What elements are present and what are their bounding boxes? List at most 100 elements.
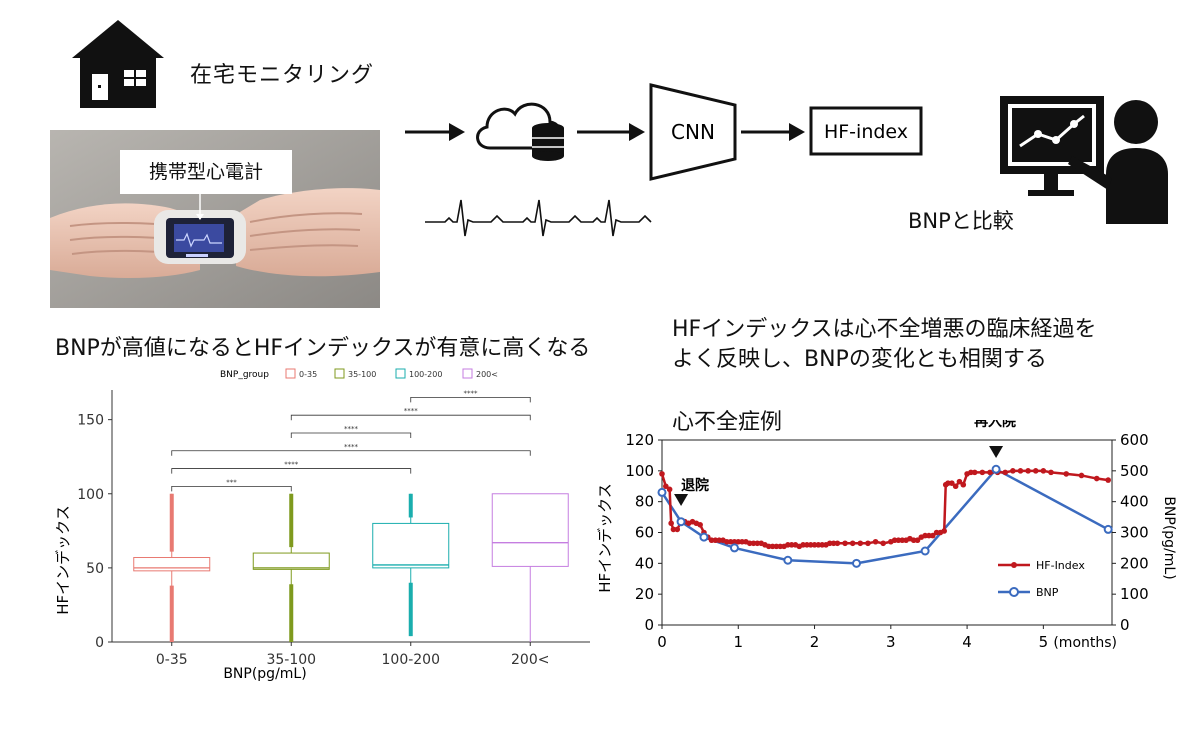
bnp-point [676, 517, 686, 527]
boxplot-y-tick-label: 100 [77, 487, 104, 503]
line-left-tick-label: 40 [635, 554, 654, 572]
line-right-tick-label: 600 [1120, 431, 1149, 449]
device-callout: 携帯型心電計 [120, 150, 292, 194]
line-left-tick-label: 60 [635, 524, 654, 542]
hf-index-point [971, 469, 978, 476]
hf-index-block [809, 106, 923, 156]
hf-bnp-timecourse-chart: 0 20 40 60 80 100 120 0 100 200 300 400 500 600 0 1 2 3 4 5… [596, 420, 1177, 651]
discharge-annotation: 退院 [681, 477, 709, 494]
line-x-tick-label: 2 [810, 633, 820, 651]
legend-swatch [462, 368, 473, 379]
legend-title: BNP_group [220, 370, 269, 380]
line-x-tick-label: 3 [886, 633, 896, 651]
boxplot-y-tick-label: 150 [77, 413, 104, 429]
significance-label: **** [344, 425, 359, 433]
house-icon [72, 20, 164, 108]
line-x-tick-label: 0 [657, 633, 667, 651]
hf-index-point [834, 540, 841, 547]
hf-index-point [1002, 469, 1009, 476]
boxplot-box [252, 552, 330, 570]
significance-label: **** [464, 389, 479, 397]
boxplot-box [491, 493, 569, 567]
hf-index-point [865, 540, 871, 547]
significance-bracket [410, 397, 531, 403]
boxplot-y-axis-label: HFインデックス [54, 505, 72, 614]
hf-index-point [952, 483, 959, 490]
legend-bnp-label: BNP [1036, 586, 1059, 599]
significance-bracket [171, 485, 292, 492]
hf-index-point [663, 483, 669, 490]
hf-index-point [1105, 477, 1111, 483]
hf-index-point [857, 540, 864, 547]
hf-index-point [941, 528, 948, 534]
doctor-monitor-icon [1000, 96, 1168, 224]
arrow-icon [577, 123, 645, 141]
bnp-line [660, 467, 1109, 565]
hf-index-point [880, 540, 886, 547]
line-right-tick-label: 500 [1120, 462, 1149, 480]
significance-label: *** [226, 478, 237, 486]
line-right-tick-label: 0 [1120, 616, 1130, 634]
hf-index-point [842, 540, 848, 547]
bnp-point [729, 543, 739, 553]
hf-index-point [849, 540, 856, 547]
significance-label: **** [344, 443, 359, 451]
significance-bracket [290, 432, 412, 438]
discharge-marker-icon [674, 494, 689, 506]
line-right-y-label: BNP(pg/mL) [1161, 496, 1177, 579]
legend-item-label: 200< [476, 370, 498, 379]
line-x-tick-label: 1 [733, 633, 743, 651]
boxplot-box [133, 557, 211, 572]
legend-hf-marker [1011, 562, 1017, 568]
significance-label: **** [284, 461, 299, 469]
boxplot-x-tick-label: 35-100 [266, 652, 316, 668]
line-right-tick-label: 400 [1120, 493, 1149, 511]
significance-bracket [171, 450, 531, 456]
boxplot-y-tick-label: 50 [86, 561, 104, 577]
boxplot-x-tick-label: 200< [511, 652, 549, 668]
cnn-block [649, 83, 737, 181]
line-right-tick-label: 200 [1120, 554, 1149, 572]
pipeline-diagram: CNN HF-index [405, 83, 923, 237]
hf-index-point [979, 469, 986, 476]
right-panel-title: HFインデックスは心不全増悪の臨床経過を よく反映し、BNPの変化とも相関する [672, 315, 1097, 375]
bnp-compare-label: BNPと比較 [908, 209, 1014, 233]
hf-index-point [666, 486, 673, 493]
line-left-tick-label: 0 [644, 616, 654, 634]
bnp-point [1103, 524, 1113, 534]
significance-bracket [290, 414, 531, 421]
line-x-tick-label: 4 [962, 633, 972, 651]
line-left-tick-label: 120 [625, 431, 654, 449]
bnp-point [699, 532, 709, 542]
cnn-label: CNN [671, 120, 715, 144]
hf-index-point [1063, 471, 1070, 477]
bnp-point [657, 487, 667, 497]
line-left-tick-label: 100 [625, 462, 654, 480]
hf-index-point [1093, 475, 1100, 482]
device-photo [50, 130, 380, 308]
hf-index-point [1010, 468, 1016, 474]
bnp-point [783, 555, 793, 565]
hf-index-point [1048, 469, 1054, 476]
legend-item-label: 35-100 [348, 370, 376, 379]
legend-swatch [395, 368, 406, 379]
hf-index-point [674, 526, 681, 533]
right-title-line2: よく反映し、BNPの変化とも相関する [672, 347, 1047, 372]
line-x-axis-label: (months) [1053, 635, 1117, 651]
hf-index-point [659, 471, 665, 477]
hf-index-boxplot: BNP_group 0-35 35-100 100-200 200< 0 50 100 15… [54, 368, 590, 682]
legend-swatch [285, 368, 296, 379]
hf-index-point [1032, 468, 1039, 474]
significance-bracket [171, 468, 412, 474]
cloud-database-icon [476, 102, 564, 161]
line-right-tick-label: 100 [1120, 585, 1149, 603]
hf-index-point [960, 481, 967, 488]
arrow-icon [405, 123, 465, 141]
hf-index-point [1040, 468, 1047, 474]
hf-index-point [914, 537, 921, 544]
boxplot-x-tick-label: 100-200 [382, 652, 441, 668]
ecg-waveform-icon [425, 199, 652, 237]
hf-index-point [872, 538, 879, 545]
line-right-tick-label: 300 [1120, 524, 1149, 542]
hf-index-point [956, 478, 963, 485]
